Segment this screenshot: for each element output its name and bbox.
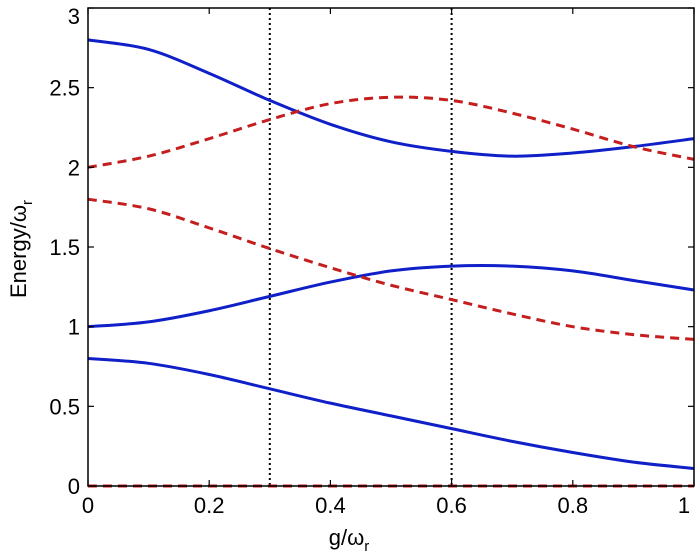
x-axis-label: g/ωr	[329, 525, 370, 552]
plot-frame	[87, 7, 695, 487]
y-tick-label: 1.5	[49, 235, 80, 260]
x-tick-label: 0.8	[558, 493, 589, 518]
y-axis-label: Energy/ωr	[6, 200, 36, 298]
ticks-layer: 0 0.2 0.4 0.6 0.8 1 0 0.5 1 1.5 2 2.5 3	[49, 4, 695, 518]
y-tick-label: 2.5	[49, 76, 80, 101]
x-tick-label: 0.6	[436, 493, 467, 518]
y-tick-label: 1	[68, 315, 80, 340]
axes-layer	[87, 7, 695, 487]
dashed-series-line-5	[87, 197, 695, 341]
x-tick-label: 1	[678, 493, 690, 518]
solid-series-line-2	[87, 264, 695, 329]
dashed-series-line-4	[87, 95, 695, 169]
y-tick-label: 0.5	[49, 394, 80, 419]
x-tick-label: 0	[82, 493, 94, 518]
lines-layer	[87, 8, 695, 488]
solid-series-line-1	[87, 38, 695, 158]
y-tick-label: 3	[68, 4, 80, 29]
y-tick-label: 0	[68, 474, 80, 499]
x-tick-label: 0.2	[194, 493, 225, 518]
solid-series-line-3	[87, 357, 695, 470]
y-tick-label: 2	[68, 155, 80, 180]
x-tick-label: 0.4	[315, 493, 346, 518]
